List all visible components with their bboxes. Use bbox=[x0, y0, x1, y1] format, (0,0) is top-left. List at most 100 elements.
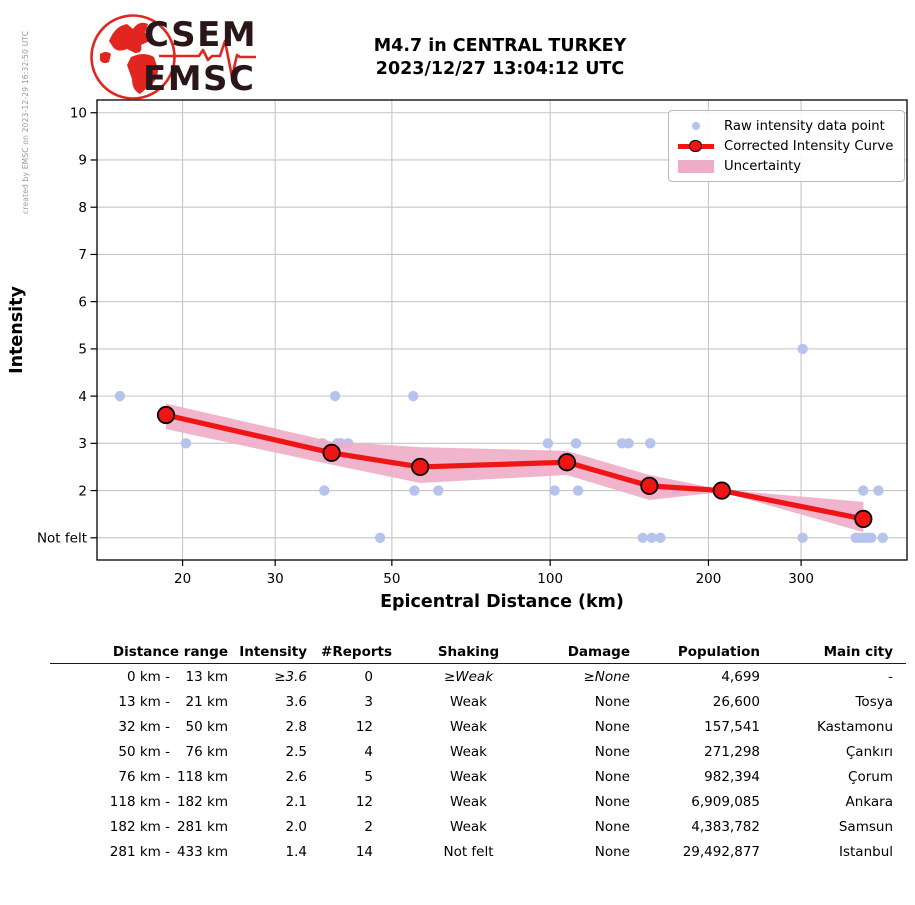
uncertainty-band bbox=[166, 403, 864, 533]
table-cell: Weak bbox=[450, 793, 487, 810]
y-tick-label: 9 bbox=[78, 153, 87, 169]
column-header-distance-range: Distance range bbox=[112, 643, 228, 660]
raw-intensity-point bbox=[319, 485, 330, 496]
chart-title: M4.7 in CENTRAL TURKEY 2023/12/27 13:04:… bbox=[280, 35, 720, 81]
raw-intensity-point bbox=[374, 532, 386, 544]
column-header--reports: #Reports bbox=[321, 643, 392, 660]
table-cell: None bbox=[594, 843, 630, 860]
raw-intensity-point bbox=[570, 438, 582, 449]
table-cell: None bbox=[594, 743, 630, 760]
chart-legend: Raw intensity data point Corrected Inten… bbox=[668, 110, 905, 182]
logo-text-emsc: EMSC bbox=[143, 59, 256, 99]
table-row: 182 km -281 km 2.0 2 Weak None 4,383,782 Samsu… bbox=[48, 814, 893, 839]
x-tick-label: 100 bbox=[537, 571, 563, 587]
table-row: 32 km -50 km 2.8 12 Weak None 157,541 Kastamon… bbox=[48, 714, 893, 739]
table-cell: 29,492,877 bbox=[682, 843, 760, 860]
raw-intensity-point bbox=[646, 532, 657, 544]
table-cell: 0 km -13 km bbox=[126, 668, 228, 685]
table-cell: 2.6 bbox=[285, 768, 307, 785]
table-cell: 4 bbox=[364, 743, 373, 760]
table-cell: Weak bbox=[450, 818, 487, 835]
table-cell: 32 km -50 km bbox=[118, 718, 228, 735]
plot-border bbox=[96, 99, 908, 561]
x-axis-label: Epicentral Distance (km) bbox=[380, 592, 624, 612]
table-cell: 281 km -433 km bbox=[109, 843, 228, 860]
table-cell: 13 km -21 km bbox=[118, 693, 228, 710]
raw-intensity-point bbox=[433, 485, 444, 496]
table-cell: 4,383,782 bbox=[691, 818, 760, 835]
table-row: 13 km -21 km 3.6 3 Weak None 26,600 Tosya bbox=[48, 689, 893, 714]
table-cell: Not felt bbox=[443, 843, 494, 860]
raw-intensity-point bbox=[549, 485, 560, 496]
table-row: 50 km -76 km 2.5 4 Weak None 271,298 Çankırı bbox=[48, 739, 893, 764]
table-cell: 271,298 bbox=[704, 743, 760, 760]
table-cell: 3.6 bbox=[285, 693, 307, 710]
raw-point-icon bbox=[675, 122, 717, 130]
table-cell: 76 km -118 km bbox=[118, 768, 228, 785]
corrected-curve-marker bbox=[854, 509, 873, 529]
table-cell: Tosya bbox=[855, 693, 893, 710]
table-cell: None bbox=[594, 818, 630, 835]
table-cell: Çankırı bbox=[845, 743, 893, 760]
table-cell: Weak bbox=[450, 768, 487, 785]
legend-label: Corrected Intensity Curve bbox=[724, 138, 894, 154]
column-header-shaking: Shaking bbox=[437, 643, 500, 660]
raw-intensity-point bbox=[623, 438, 634, 449]
x-tick-label: 300 bbox=[788, 571, 814, 587]
table-cell: 157,541 bbox=[704, 718, 760, 735]
table-cell: 1.4 bbox=[285, 843, 307, 860]
y-tick-label: 5 bbox=[78, 342, 87, 358]
table-header-rule bbox=[50, 663, 906, 664]
y-tick-label: 4 bbox=[78, 389, 87, 405]
table-cell: 12 bbox=[355, 793, 373, 810]
table-cell: None bbox=[594, 718, 630, 735]
created-by-text: created by EMSC on 2023-12-29 16:32:50 U… bbox=[21, 30, 30, 214]
raw-intensity-point bbox=[645, 438, 656, 449]
table-cell: 50 km -76 km bbox=[118, 743, 228, 760]
table-row: 0 km -13 km ≥3.6 0 ≥Weak ≥None 4,699 - bbox=[48, 664, 893, 689]
y-tick-label: 6 bbox=[78, 294, 87, 310]
y-tick-label: 8 bbox=[78, 200, 87, 216]
raw-intensity-point bbox=[180, 438, 192, 449]
table-row: 281 km -433 km 1.4 14 Not felt None 29,492,87… bbox=[48, 839, 893, 864]
corrected-curve-marker bbox=[640, 476, 659, 495]
table-cell: 2 bbox=[364, 818, 373, 835]
table-cell: 182 km -281 km bbox=[109, 818, 228, 835]
legend-label: Uncertainty bbox=[724, 158, 802, 174]
raw-intensity-point bbox=[542, 438, 554, 449]
legend-entry-raw: Raw intensity data point bbox=[675, 116, 900, 136]
chart-title-line2: 2023/12/27 13:04:12 UTC bbox=[375, 59, 625, 79]
column-header-main-city: Main city bbox=[823, 643, 893, 660]
raw-intensity-point bbox=[637, 532, 648, 544]
x-tick-label: 50 bbox=[383, 571, 400, 587]
legend-entry-curve: Corrected Intensity Curve bbox=[675, 136, 900, 156]
table-cell: 26,600 bbox=[712, 693, 760, 710]
y-tick-label: 10 bbox=[70, 105, 87, 121]
raw-intensity-point bbox=[655, 532, 666, 544]
column-header-damage: Damage bbox=[567, 643, 630, 660]
table-cell: Weak bbox=[450, 743, 487, 760]
table-cell: None bbox=[594, 793, 630, 810]
table-cell: None bbox=[594, 693, 630, 710]
intensity-summary-table: Distance range Intensity #Reports Shaking Da… bbox=[48, 639, 893, 864]
corrected-curve-marker bbox=[557, 453, 576, 472]
emsc-globe-icon: CSEM EMSC bbox=[90, 14, 256, 100]
raw-intensity-point bbox=[114, 390, 126, 402]
corrected-curve-marker bbox=[156, 405, 176, 425]
chart-title-line1: M4.7 in CENTRAL TURKEY bbox=[373, 36, 627, 56]
curve-icon bbox=[675, 139, 717, 154]
table-cell: - bbox=[888, 668, 893, 685]
raw-intensity-point bbox=[797, 532, 808, 544]
table-cell: 2.1 bbox=[285, 793, 307, 810]
table-cell: Istanbul bbox=[838, 843, 893, 860]
x-tick-label: 200 bbox=[696, 571, 722, 587]
y-axis-label: Intensity bbox=[7, 285, 27, 373]
table-cell: Ankara bbox=[845, 793, 893, 810]
x-tick-label: 20 bbox=[174, 571, 191, 587]
raw-intensity-point bbox=[877, 532, 888, 544]
table-cell: 4,699 bbox=[721, 668, 760, 685]
raw-intensity-point bbox=[866, 532, 877, 544]
table-cell: None bbox=[594, 768, 630, 785]
legend-entry-uncertainty: Uncertainty bbox=[675, 156, 900, 176]
table-cell: Weak bbox=[450, 718, 487, 735]
